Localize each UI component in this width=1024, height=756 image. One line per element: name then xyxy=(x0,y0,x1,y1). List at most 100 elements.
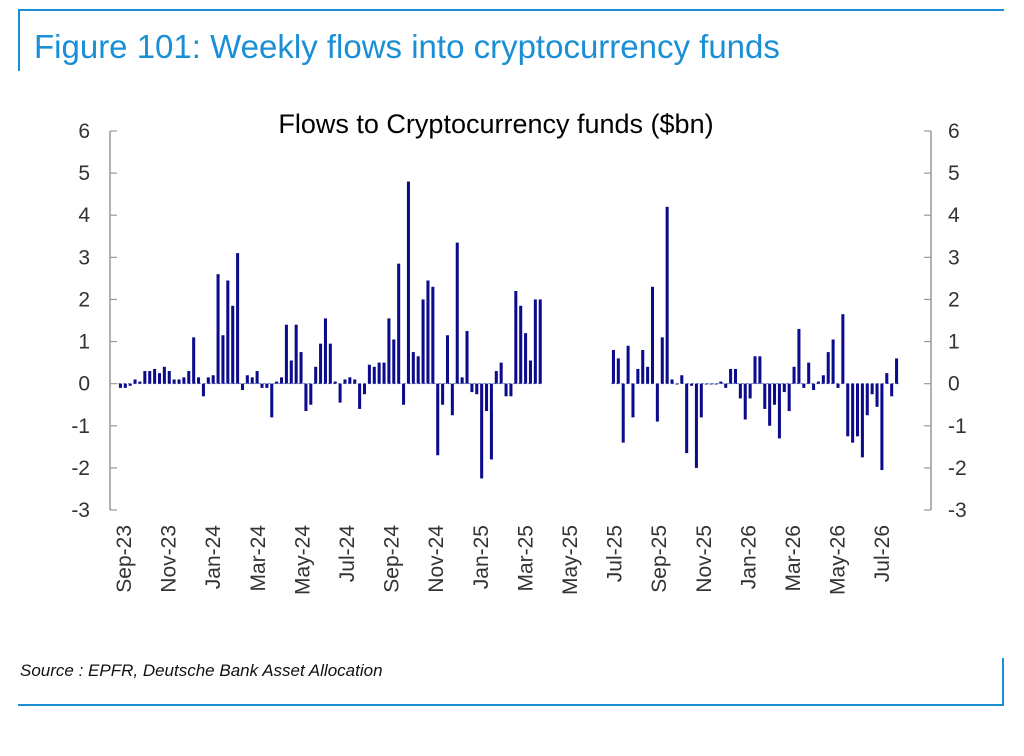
flow-bar xyxy=(773,383,777,405)
flow-bar xyxy=(387,318,391,384)
flow-bar xyxy=(685,383,689,454)
flow-bar xyxy=(860,383,864,458)
flow-bar xyxy=(294,324,298,384)
left-axis-tick-label: 6 xyxy=(78,120,90,143)
flow-bar xyxy=(729,368,733,384)
flow-bar xyxy=(240,383,244,390)
flow-bar xyxy=(265,383,269,388)
flow-bar xyxy=(187,371,191,384)
flow-bar xyxy=(758,356,762,384)
flow-bar xyxy=(475,383,479,395)
right-axis-tick-label: 1 xyxy=(948,331,960,354)
flow-bar xyxy=(406,181,410,384)
x-axis-tick-label: Nov-25 xyxy=(693,525,716,593)
flow-bar xyxy=(514,291,518,384)
x-axis-tick-label: Sep-25 xyxy=(648,525,671,593)
flow-bar xyxy=(680,375,684,384)
flow-bar xyxy=(289,360,293,384)
flow-bar xyxy=(411,352,415,384)
right-y-axis: 6 5 4 3 2 1 0 -1 -2 -3 xyxy=(924,120,967,522)
chart-title: Flows to Cryptocurrency funds ($bn) xyxy=(278,109,713,139)
flow-bar xyxy=(699,383,703,418)
flow-bar xyxy=(226,280,230,384)
flow-bar xyxy=(231,305,235,384)
flow-bar xyxy=(421,299,425,384)
flow-bar xyxy=(118,383,122,388)
flow-bar xyxy=(128,383,132,386)
flow-bar xyxy=(494,371,498,384)
flow-bar xyxy=(157,373,162,384)
flow-bar xyxy=(694,383,698,468)
flow-bar xyxy=(177,379,181,384)
right-axis-tick-label: 6 xyxy=(948,120,960,143)
flow-bar xyxy=(470,383,474,393)
flow-bar xyxy=(865,383,869,416)
flow-bar xyxy=(489,383,493,460)
flow-bar xyxy=(397,263,401,384)
flow-bar xyxy=(431,286,435,384)
flow-bar xyxy=(348,377,352,384)
right-axis-tick-label: -1 xyxy=(948,415,967,438)
left-axis-tick-label: -2 xyxy=(71,457,90,480)
flow-bar xyxy=(836,383,840,388)
flow-bar xyxy=(392,339,396,384)
flow-bar xyxy=(816,381,820,384)
flow-bar xyxy=(748,383,752,399)
flow-bar xyxy=(738,383,742,399)
figure-frame-right-line xyxy=(1002,658,1004,706)
flow-bar xyxy=(353,379,357,384)
flow-bar xyxy=(260,383,264,388)
flow-bar xyxy=(436,383,440,456)
flow-bar xyxy=(797,328,801,384)
flow-bar xyxy=(450,383,454,416)
flow-bar xyxy=(323,318,327,384)
x-axis-tick-label: Mar-24 xyxy=(247,525,270,592)
flow-bar xyxy=(245,375,249,384)
left-axis-tick-label: 3 xyxy=(78,246,90,269)
x-axis-tick-label: Jul-24 xyxy=(336,525,359,583)
flow-bar xyxy=(885,373,889,384)
flow-bar xyxy=(763,383,767,409)
flows-chart: Flows to Cryptocurrency funds ($bn) 6 5 4 3… xyxy=(71,109,967,595)
flow-bar xyxy=(538,299,542,384)
right-axis-tick-label: 5 xyxy=(948,162,960,185)
right-axis-tick-label: -3 xyxy=(948,499,967,522)
flow-bar xyxy=(133,379,137,384)
flow-bar xyxy=(841,314,845,384)
flow-bar xyxy=(270,383,274,418)
left-axis-tick-label: 0 xyxy=(78,373,90,396)
x-axis-tick-label: Jan-26 xyxy=(737,525,760,589)
flow-bar xyxy=(314,366,318,384)
flow-bar xyxy=(211,375,215,384)
flow-bar xyxy=(812,383,816,390)
flow-bar xyxy=(611,349,615,384)
flow-bar xyxy=(480,383,484,479)
flow-bar xyxy=(499,362,503,384)
flow-bar xyxy=(509,383,513,397)
flow-bar xyxy=(714,383,718,385)
flow-bar xyxy=(343,379,347,384)
flow-bar xyxy=(221,335,225,384)
flow-bar xyxy=(870,383,874,395)
flow-bar xyxy=(631,383,635,418)
flow-bar xyxy=(362,383,367,395)
flow-bar xyxy=(358,383,362,409)
x-axis-tick-label: Mar-26 xyxy=(782,525,805,592)
flow-bar xyxy=(123,383,127,388)
flow-bar xyxy=(875,383,879,407)
left-axis-tick-label: -3 xyxy=(71,499,90,522)
flow-bar xyxy=(445,335,449,384)
flow-bar xyxy=(621,383,625,443)
flow-bar xyxy=(670,379,674,384)
x-axis-tick-label: May-26 xyxy=(827,525,850,595)
flow-bar xyxy=(831,339,835,384)
flow-bar xyxy=(802,383,806,388)
flow-bar xyxy=(856,383,860,437)
flow-bar xyxy=(626,345,630,384)
flow-bar xyxy=(148,371,152,384)
flow-bar xyxy=(441,383,445,405)
flow-bar xyxy=(455,242,459,384)
left-axis-tick-label: -1 xyxy=(71,415,90,438)
flow-bar xyxy=(782,383,786,393)
flow-bar xyxy=(890,383,894,397)
